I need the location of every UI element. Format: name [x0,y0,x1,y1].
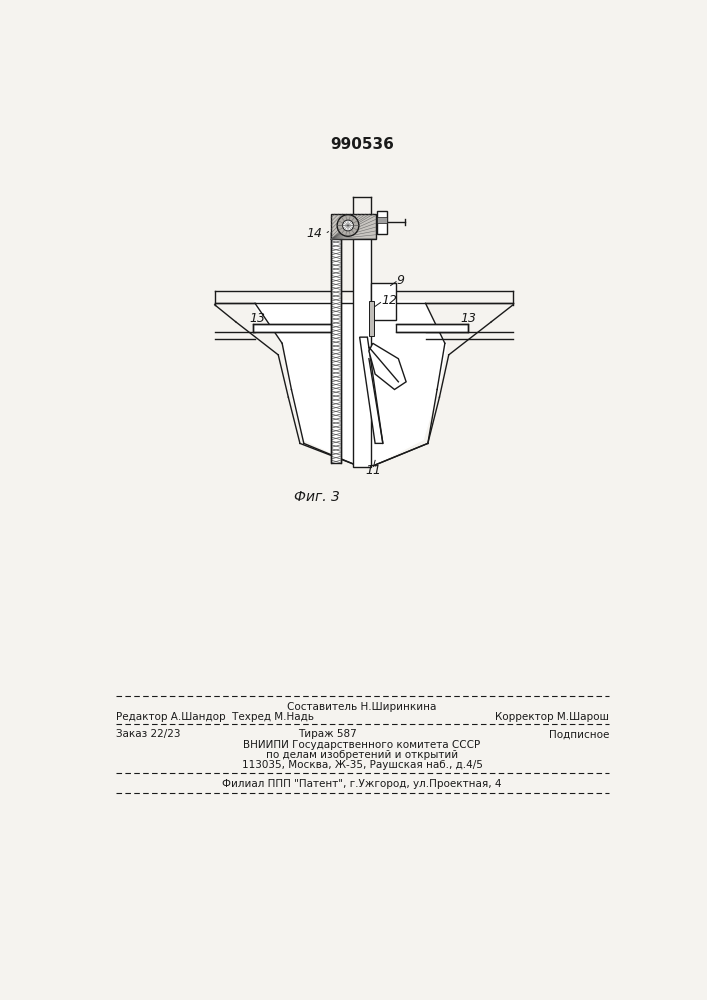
Text: 990536: 990536 [330,137,394,152]
Text: Тираж 587: Тираж 587 [298,729,356,739]
Text: Корректор М.Шарош: Корректор М.Шарош [495,712,609,722]
Bar [378,211,387,234]
Bar [354,226,371,466]
Text: 113035, Москва, Ж-35, Раушская наб., д.4/5: 113035, Москва, Ж-35, Раушская наб., д.4… [242,760,482,770]
Text: Подписное: Подписное [549,729,609,739]
Text: Заказ 22/23: Заказ 22/23 [115,729,180,739]
Text: ВНИИПИ Государственного комитета СССР: ВНИИПИ Государственного комитета СССР [243,740,481,750]
Bar [371,283,396,320]
Text: Фиг. 3: Фиг. 3 [294,490,340,504]
Bar [369,301,373,336]
Text: 9: 9 [397,274,405,287]
Text: Филиал ППП "Патент", г.Ужгород, ул.Проектная, 4: Филиал ППП "Патент", г.Ужгород, ул.Проек… [222,779,502,789]
Bar [253,324,331,332]
Text: 13: 13 [460,312,476,325]
Text: 13: 13 [250,312,265,325]
Bar [331,214,376,239]
Text: 12: 12 [381,294,397,307]
Text: по делам изобретений и открытий: по делам изобретений и открытий [266,750,458,760]
Text: 11: 11 [366,464,382,477]
Polygon shape [369,343,406,389]
Text: 14: 14 [306,227,322,240]
Polygon shape [255,301,446,464]
Text: Редактор А.Шандор  Техред М.Надь: Редактор А.Шандор Техред М.Надь [115,712,313,722]
Bar [378,217,387,223]
Circle shape [343,220,354,231]
Circle shape [337,215,359,236]
Bar [396,324,468,332]
Text: Составитель Н.Ширинкина: Составитель Н.Ширинкина [287,702,437,712]
Polygon shape [360,337,383,443]
Bar [331,232,341,463]
